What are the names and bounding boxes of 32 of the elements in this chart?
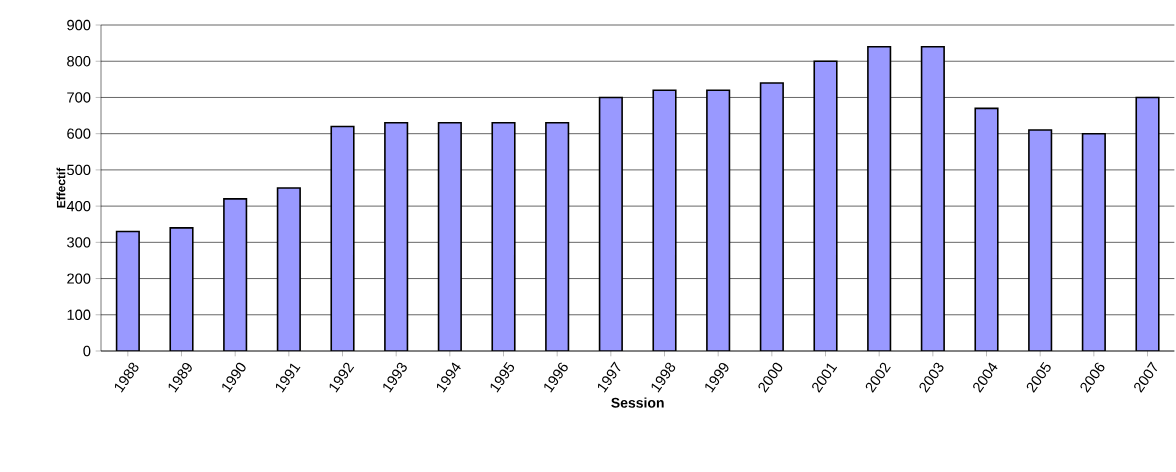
bar [115, 230, 140, 351]
y-tick-label: 800 [67, 56, 91, 67]
bar [384, 122, 409, 351]
bar [598, 96, 623, 351]
bar [223, 198, 248, 351]
y-tick-label: 500 [67, 164, 91, 176]
bar [867, 45, 892, 351]
bar [813, 60, 838, 351]
bar [276, 187, 301, 351]
y-tick-label: 900 [67, 19, 91, 31]
y-tick-label: 100 [67, 309, 91, 320]
bar [759, 82, 784, 351]
bar [920, 45, 945, 351]
y-axis-title: Effectif [56, 167, 66, 208]
bar [974, 107, 999, 351]
y-tick-label: 200 [67, 273, 91, 284]
y-tick-label: 700 [67, 92, 91, 103]
y-tick-label: 600 [67, 128, 91, 139]
bar [437, 122, 462, 351]
bar [1028, 129, 1053, 351]
y-tick-label: 0 [83, 345, 91, 357]
bar [1081, 132, 1106, 351]
bar [169, 227, 194, 351]
bar [545, 122, 570, 351]
y-tick-label: 400 [66, 200, 91, 212]
bar [330, 125, 355, 351]
bar [491, 122, 516, 351]
bar [652, 89, 677, 351]
bar [1135, 96, 1160, 351]
bar [706, 89, 731, 351]
y-tick-label: 300 [67, 237, 91, 248]
x-axis-title: Session [611, 397, 664, 408]
